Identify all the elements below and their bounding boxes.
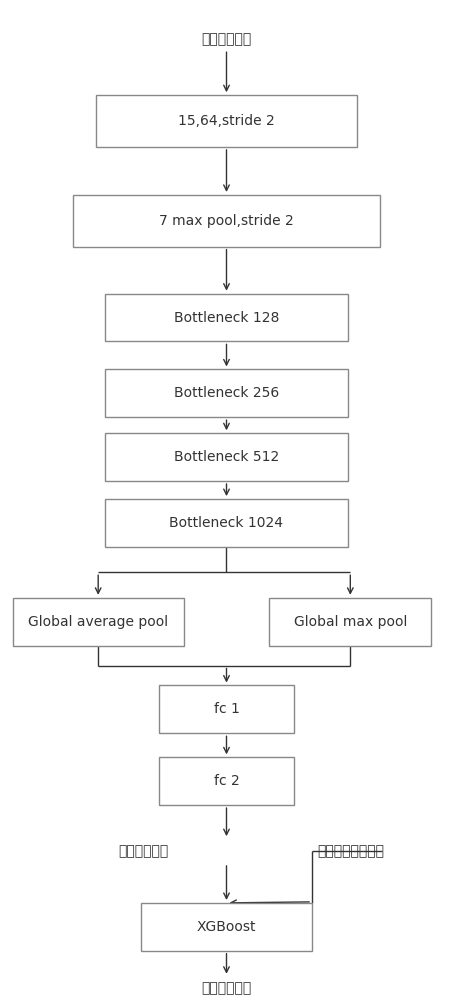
Bar <box>73 195 380 247</box>
Text: XGBoost: XGBoost <box>197 920 256 934</box>
Bar <box>159 757 294 805</box>
Text: 7 max pool,stride 2: 7 max pool,stride 2 <box>159 214 294 228</box>
Text: 输入因果机制变量: 输入因果机制变量 <box>317 844 384 858</box>
Text: 输入心电数据: 输入心电数据 <box>202 32 251 46</box>
Bar <box>105 499 348 547</box>
Text: 输出判别结果: 输出判别结果 <box>202 982 251 996</box>
Text: Bottleneck 128: Bottleneck 128 <box>174 311 279 325</box>
Bar <box>269 598 431 646</box>
Text: Bottleneck 256: Bottleneck 256 <box>174 386 279 400</box>
Text: Bottleneck 1024: Bottleneck 1024 <box>169 516 284 530</box>
Text: 15,64,stride 2: 15,64,stride 2 <box>178 114 275 128</box>
Bar <box>159 685 294 733</box>
Bar <box>105 369 348 417</box>
Bar <box>141 903 312 951</box>
Text: 输出深度特征: 输出深度特征 <box>118 844 169 858</box>
Bar <box>105 294 348 341</box>
Text: fc 1: fc 1 <box>213 702 240 716</box>
Text: Global max pool: Global max pool <box>294 615 407 629</box>
Text: Global average pool: Global average pool <box>28 615 168 629</box>
Bar <box>96 95 357 147</box>
Bar <box>105 433 348 481</box>
Bar <box>13 598 184 646</box>
Text: fc 2: fc 2 <box>214 774 239 788</box>
Text: Bottleneck 512: Bottleneck 512 <box>174 450 279 464</box>
